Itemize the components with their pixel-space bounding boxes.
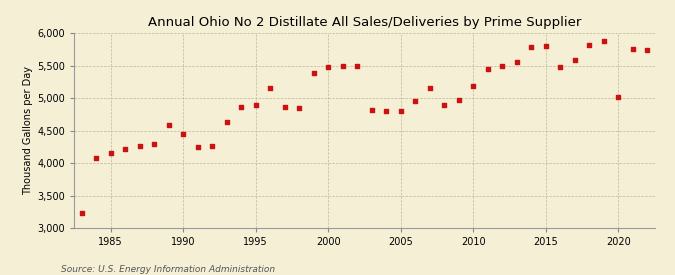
Point xyxy=(207,143,217,148)
Point xyxy=(119,147,130,151)
Point xyxy=(265,86,275,90)
Point xyxy=(294,106,304,110)
Point xyxy=(308,71,319,76)
Point xyxy=(279,104,290,109)
Point xyxy=(148,141,159,146)
Point xyxy=(512,59,522,64)
Point xyxy=(613,95,624,100)
Y-axis label: Thousand Gallons per Day: Thousand Gallons per Day xyxy=(23,66,33,195)
Point xyxy=(584,43,595,47)
Point xyxy=(221,119,232,124)
Point xyxy=(163,123,174,127)
Text: Source: U.S. Energy Information Administration: Source: U.S. Energy Information Administ… xyxy=(61,265,275,274)
Point xyxy=(396,109,406,113)
Point xyxy=(323,65,333,70)
Point xyxy=(76,211,87,216)
Point xyxy=(570,57,580,62)
Point xyxy=(352,64,362,68)
Point xyxy=(454,98,464,102)
Point xyxy=(526,45,537,49)
Point xyxy=(541,44,551,48)
Point xyxy=(90,156,101,160)
Point xyxy=(628,46,639,51)
Point xyxy=(338,63,348,68)
Title: Annual Ohio No 2 Distillate All Sales/Deliveries by Prime Supplier: Annual Ohio No 2 Distillate All Sales/De… xyxy=(148,16,581,29)
Point xyxy=(410,99,421,104)
Point xyxy=(497,64,508,68)
Point xyxy=(483,67,493,71)
Point xyxy=(105,151,116,156)
Point xyxy=(425,86,435,90)
Point xyxy=(178,132,188,136)
Point xyxy=(599,39,610,44)
Point xyxy=(367,108,377,113)
Point xyxy=(250,103,261,108)
Point xyxy=(236,105,246,109)
Point xyxy=(439,102,450,107)
Point xyxy=(134,143,145,148)
Point xyxy=(468,84,479,88)
Point xyxy=(642,48,653,52)
Point xyxy=(555,65,566,70)
Point xyxy=(192,145,203,149)
Point xyxy=(381,109,392,113)
